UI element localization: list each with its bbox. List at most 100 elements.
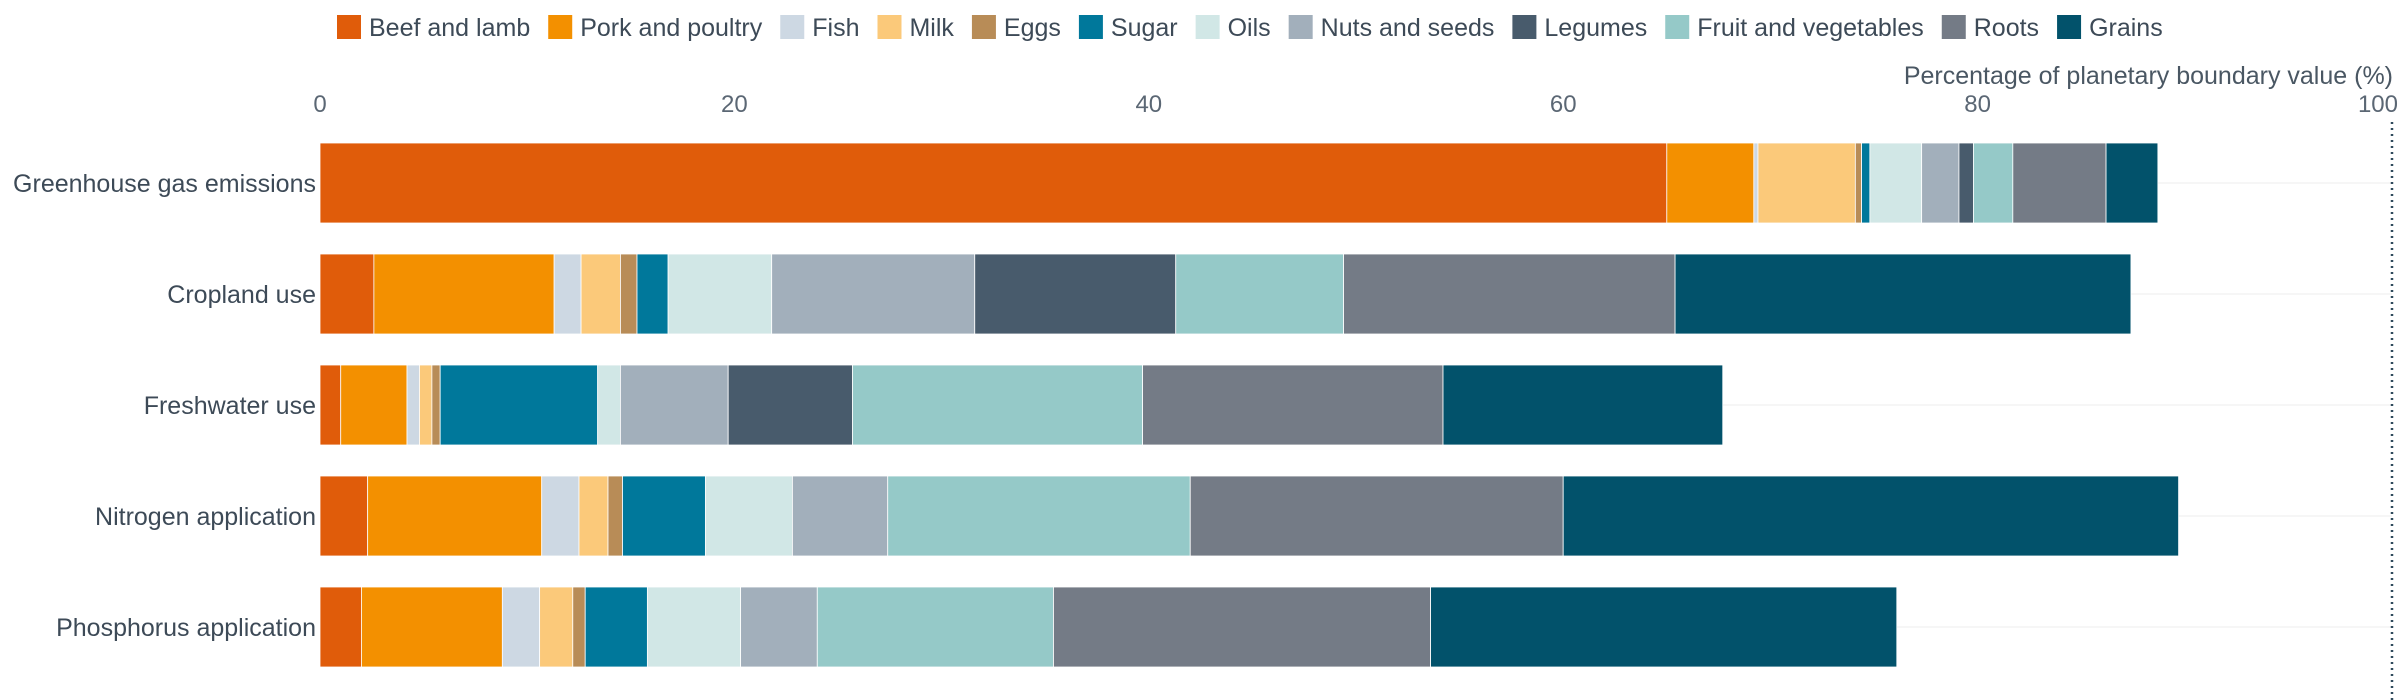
- bar-segment-fruit-and-vegetables[interactable]: [852, 364, 1143, 446]
- bar-segment-beef-and-lamb[interactable]: [319, 253, 375, 335]
- x-tick-label: 100: [2358, 91, 2398, 118]
- bar-segment-beef-and-lamb[interactable]: [319, 475, 369, 557]
- legend-label: Milk: [909, 14, 954, 42]
- legend-label: Oils: [1228, 14, 1271, 42]
- bar-segment-pork-and-poultry[interactable]: [340, 364, 408, 446]
- legend-label: Pork and poultry: [580, 14, 763, 42]
- legend-swatch: [1512, 15, 1537, 39]
- bar-row-nitrogen-application: [319, 475, 2179, 557]
- bar-segment-fruit-and-vegetables[interactable]: [1175, 253, 1344, 335]
- bar-segment-oils[interactable]: [597, 364, 621, 446]
- bar-segment-nuts-and-seeds[interactable]: [740, 586, 818, 668]
- bar-segment-oils[interactable]: [667, 253, 773, 335]
- category-label: Greenhouse gas emissions: [13, 170, 316, 198]
- bar-segment-fish[interactable]: [1753, 142, 1759, 224]
- legend-label: Sugar: [1111, 14, 1178, 42]
- bar-segment-roots[interactable]: [1053, 586, 1431, 668]
- legend-swatch: [1078, 15, 1103, 39]
- bar-segment-grains[interactable]: [2105, 142, 2159, 224]
- bar-segment-fish[interactable]: [553, 253, 582, 335]
- bar-segment-oils[interactable]: [704, 475, 793, 557]
- legend-item-nuts-and-seeds[interactable]: Nuts and seeds: [1288, 14, 1495, 42]
- bar-segment-milk[interactable]: [1757, 142, 1856, 224]
- bar-segment-eggs[interactable]: [572, 586, 586, 668]
- bar-segment-grains[interactable]: [1442, 364, 1724, 446]
- bar-segment-sugar[interactable]: [439, 364, 599, 446]
- bar-segment-grains[interactable]: [1674, 253, 2132, 335]
- category-label: Phosphorus application: [56, 614, 316, 642]
- bar-segment-fruit-and-vegetables[interactable]: [1973, 142, 2014, 224]
- bar-segment-oils[interactable]: [646, 586, 742, 668]
- bar-segment-sugar[interactable]: [1861, 142, 1871, 224]
- bar-segment-grains[interactable]: [1430, 586, 1898, 668]
- bar-row-cropland-use: [319, 253, 2132, 335]
- bar-segment-eggs[interactable]: [1854, 142, 1862, 224]
- bar-segment-pork-and-poultry[interactable]: [361, 586, 503, 668]
- category-label: Nitrogen application: [95, 503, 316, 531]
- bar-segment-nuts-and-seeds[interactable]: [771, 253, 976, 335]
- bar-segment-roots[interactable]: [1189, 475, 1564, 557]
- legend-item-fish[interactable]: Fish: [780, 14, 859, 42]
- bar-segment-sugar[interactable]: [622, 475, 706, 557]
- legend-label: Eggs: [1004, 14, 1061, 42]
- legend-swatch: [971, 15, 996, 39]
- bar-segment-nuts-and-seeds[interactable]: [620, 364, 729, 446]
- x-tick-label: 40: [1135, 91, 1162, 118]
- bar-segment-nuts-and-seeds[interactable]: [792, 475, 889, 557]
- legend-label: Beef and lamb: [369, 14, 530, 42]
- bar-segment-beef-and-lamb[interactable]: [319, 364, 342, 446]
- bar-segment-fish[interactable]: [501, 586, 541, 668]
- bar-segment-sugar[interactable]: [636, 253, 669, 335]
- legend-label: Grains: [2089, 14, 2163, 42]
- legend-swatch: [548, 15, 573, 39]
- bar-segment-beef-and-lamb[interactable]: [319, 142, 1668, 224]
- category-label: Freshwater use: [144, 392, 316, 420]
- legend-item-oils[interactable]: Oils: [1195, 14, 1271, 42]
- bar-segment-fruit-and-vegetables[interactable]: [816, 586, 1054, 668]
- legend-item-milk[interactable]: Milk: [877, 14, 954, 42]
- bar-row-freshwater-use: [319, 364, 1724, 446]
- bar-segment-grains[interactable]: [1562, 475, 2179, 557]
- legend-item-sugar[interactable]: Sugar: [1078, 14, 1178, 42]
- bar-segment-eggs[interactable]: [620, 253, 638, 335]
- bar-segment-milk[interactable]: [419, 364, 433, 446]
- bar-row-greenhouse-gas-emissions: [319, 142, 2159, 224]
- bar-segment-pork-and-poultry[interactable]: [373, 253, 555, 335]
- legend-label: Nuts and seeds: [1321, 14, 1495, 42]
- legend-label: Legumes: [1544, 14, 1647, 42]
- bar-segment-milk[interactable]: [539, 586, 574, 668]
- bar-segment-milk[interactable]: [578, 475, 609, 557]
- bar-segment-eggs[interactable]: [607, 475, 623, 557]
- bar-row-phosphorus-application: [319, 586, 1898, 668]
- legend-item-eggs[interactable]: Eggs: [971, 14, 1061, 42]
- bar-segment-pork-and-poultry[interactable]: [1666, 142, 1755, 224]
- bar-segment-legumes[interactable]: [1958, 142, 1974, 224]
- legend-item-pork-and-poultry[interactable]: Pork and poultry: [548, 14, 763, 42]
- legend-item-beef-and-lamb[interactable]: Beef and lamb: [337, 14, 530, 42]
- bar-segment-oils[interactable]: [1869, 142, 1923, 224]
- x-tick-label: 60: [1550, 91, 1577, 118]
- legend-label: Roots: [1974, 14, 2039, 42]
- bar-segment-sugar[interactable]: [584, 586, 648, 668]
- bar-segment-beef-and-lamb[interactable]: [319, 586, 362, 668]
- bar-segment-roots[interactable]: [1142, 364, 1444, 446]
- bar-segment-nuts-and-seeds[interactable]: [1921, 142, 1960, 224]
- category-label: Cropland use: [167, 281, 316, 309]
- bar-segment-milk[interactable]: [580, 253, 621, 335]
- bar-segment-roots[interactable]: [1343, 253, 1676, 335]
- legend-swatch: [877, 15, 902, 39]
- bar-segment-fruit-and-vegetables[interactable]: [887, 475, 1191, 557]
- bar-segment-fish[interactable]: [541, 475, 580, 557]
- bar-segment-fish[interactable]: [406, 364, 420, 446]
- legend-item-grains[interactable]: Grains: [2057, 14, 2163, 42]
- bar-segment-roots[interactable]: [2012, 142, 2107, 224]
- bar-segment-pork-and-poultry[interactable]: [367, 475, 543, 557]
- bar-segment-legumes[interactable]: [727, 364, 853, 446]
- bar-segment-eggs[interactable]: [431, 364, 441, 446]
- legend-item-roots[interactable]: Roots: [1941, 14, 2039, 42]
- bars: [319, 142, 2179, 668]
- bar-segment-legumes[interactable]: [974, 253, 1177, 335]
- legend-item-legumes[interactable]: Legumes: [1512, 14, 1647, 42]
- legend-item-fruit-and-vegetables[interactable]: Fruit and vegetables: [1665, 14, 1924, 42]
- legend-label: Fish: [812, 14, 859, 42]
